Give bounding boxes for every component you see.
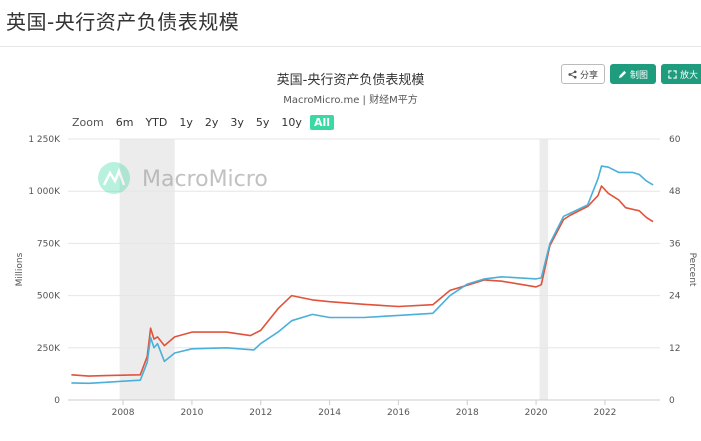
zoom-option-all[interactable]: All xyxy=(309,114,334,130)
zoom-range-selector: Zoom 6m YTD 1y 2y 3y 5y 10y All xyxy=(72,113,338,131)
y-tick-label-2: 500K xyxy=(37,292,61,302)
title-divider xyxy=(0,46,701,47)
x-tick-label-6: 2020 xyxy=(525,408,548,418)
y2-tick-label-3: 36 xyxy=(669,239,681,249)
chart-plot: 0 0 250K 12 500K 24 750K 36 1 000K 48 1 250K 60 2008… xyxy=(15,135,697,418)
y2-tick-label-5: 60 xyxy=(669,135,681,145)
page-title: 英国-央行资产负债表规模 xyxy=(6,10,240,34)
share-button[interactable]: 分享 xyxy=(561,64,605,84)
zoom-option-10y[interactable]: 10y xyxy=(281,115,302,129)
y2-tick-label-4: 48 xyxy=(669,187,681,197)
expand-icon xyxy=(668,69,677,79)
x-tick-label-1: 2010 xyxy=(180,408,203,418)
chart-card: 英国-央行资产负债表规模 MacroMicro.me | 财经M平方 分享 制图… xyxy=(0,55,701,441)
y2-tick-label-2: 24 xyxy=(669,292,681,302)
pencil-icon xyxy=(618,70,627,78)
chart-subtitle: MacroMicro.me | 财经M平方 xyxy=(283,95,418,106)
share-label: 分享 xyxy=(579,70,598,81)
zoom-button[interactable]: 放大 xyxy=(661,64,701,84)
y-tick-label-3: 750K xyxy=(37,239,61,249)
zoom-option-6m[interactable]: 6m xyxy=(115,115,134,129)
zoom-option-5y[interactable]: 5y xyxy=(255,115,270,129)
y2-tick-label-1: 12 xyxy=(669,344,680,354)
x-tick-label-5: 2018 xyxy=(456,408,479,418)
watermark-icon xyxy=(98,162,130,194)
x-tick-label-4: 2016 xyxy=(387,408,410,418)
y-tick-label-1: 250K xyxy=(37,344,61,354)
y-tick-label-0: 0 xyxy=(54,396,60,406)
x-tick-label-3: 2014 xyxy=(318,408,341,418)
y-axis-title: Millions xyxy=(15,252,25,286)
y-tick-label-5: 1 250K xyxy=(28,135,61,145)
x-tick-label-7: 2022 xyxy=(593,408,616,418)
y-tick-label-4: 1 000K xyxy=(28,187,61,197)
x-tick-label-0: 2008 xyxy=(112,408,135,418)
watermark-text: MacroMicro xyxy=(142,167,268,192)
chart-title: 英国-央行资产负债表规模 xyxy=(276,73,425,88)
y2-axis-title: Percent xyxy=(687,253,697,287)
zoom-label-text: Zoom xyxy=(72,115,104,129)
zoom-option-1y[interactable]: 1y xyxy=(179,115,193,129)
x-tick-label-2: 2012 xyxy=(249,408,272,418)
draw-label: 制图 xyxy=(629,70,648,81)
zoom-label: 放大 xyxy=(679,70,698,81)
zoom-option-ytd[interactable]: YTD xyxy=(145,115,168,129)
series-line-0 xyxy=(71,185,654,377)
y2-tick-label-0: 0 xyxy=(669,396,675,406)
watermark-logo xyxy=(98,162,130,194)
zoom-option-2y[interactable]: 2y xyxy=(204,115,219,129)
series-line-1 xyxy=(71,165,654,385)
zoom-option-3y[interactable]: 3y xyxy=(230,115,244,129)
draw-button[interactable]: 制图 xyxy=(610,64,656,84)
watermark-mark xyxy=(102,167,126,186)
share-icon xyxy=(568,69,577,79)
